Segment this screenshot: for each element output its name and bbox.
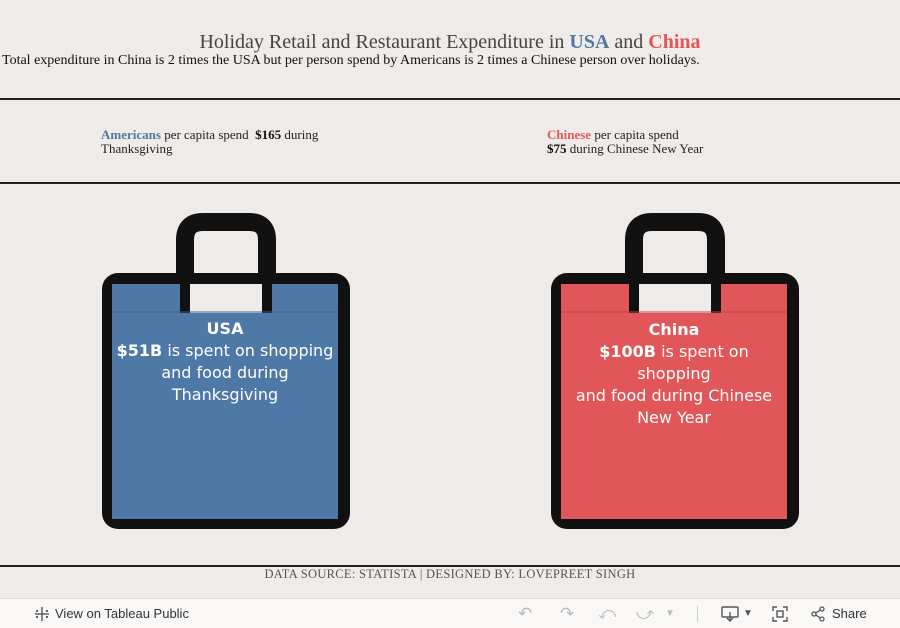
usa-bag-caption: USA $51B is spent on shopping and food d… bbox=[112, 318, 338, 406]
china-shopping-bag-icon bbox=[551, 213, 799, 529]
dashboard-header: Holiday Retail and Restaurant Expenditur… bbox=[0, 0, 900, 100]
revert-button[interactable]: ⤺ bbox=[598, 599, 616, 628]
forward-button[interactable]: ⤻ bbox=[636, 599, 654, 628]
title-china: China bbox=[648, 31, 701, 53]
usa-bag-line2: and food during bbox=[161, 363, 289, 382]
view-on-tableau-label: View on Tableau Public bbox=[55, 606, 189, 621]
tableau-toolbar: View on Tableau Public ↶ ↷ ⤺ ⤻ ▼ ▼ bbox=[0, 598, 900, 628]
china-per-capita-label: Chinese bbox=[547, 127, 592, 142]
chevron-down-icon: ▼ bbox=[665, 608, 675, 619]
redo-button[interactable]: ↷ bbox=[560, 599, 574, 628]
share-button[interactable]: Share bbox=[810, 599, 867, 628]
china-bag-amount: $100B bbox=[599, 342, 656, 361]
download-icon bbox=[721, 605, 739, 622]
fullscreen-button[interactable] bbox=[772, 599, 788, 628]
china-per-capita-holiday: during Chinese New Year bbox=[569, 141, 704, 156]
dashboard-subtitle: Total expenditure in China is 2 times th… bbox=[2, 53, 700, 68]
share-label: Share bbox=[832, 606, 867, 621]
china-per-capita: Chinese per capita spend $75 during Chin… bbox=[547, 128, 703, 156]
usa-per-capita-text: per capita spend bbox=[164, 127, 249, 142]
china-bag-line2: and food during Chinese bbox=[575, 386, 773, 405]
china-per-capita-text: per capita spend bbox=[594, 127, 679, 142]
per-capita-band: Americans per capita spend $165 during T… bbox=[0, 100, 900, 184]
title-usa: USA bbox=[569, 31, 610, 53]
view-on-tableau-button[interactable]: View on Tableau Public bbox=[34, 599, 189, 628]
usa-per-capita-amount: $165 bbox=[255, 127, 282, 142]
undo-button[interactable]: ↶ bbox=[518, 599, 532, 628]
dashboard-title: Holiday Retail and Restaurant Expenditur… bbox=[0, 31, 900, 54]
data-source-caption: DATA SOURCE: STATISTA | DESIGNED BY: LOV… bbox=[264, 567, 636, 581]
usa-per-capita-label: Americans bbox=[101, 127, 161, 142]
usa-per-capita: Americans per capita spend $165 during T… bbox=[101, 128, 318, 156]
bags-band: USA $51B is spent on shopping and food d… bbox=[0, 184, 900, 567]
toolbar-divider bbox=[697, 606, 698, 622]
usa-shopping-bag-icon bbox=[102, 213, 350, 529]
china-bag-fill bbox=[561, 284, 787, 519]
revert-icon: ⤺ bbox=[598, 603, 617, 623]
usa-bag-line1: is spent on shopping bbox=[167, 341, 334, 360]
title-prefix: Holiday Retail and Restaurant Expenditur… bbox=[199, 31, 565, 53]
download-button[interactable]: ▼ bbox=[721, 599, 753, 628]
redo-icon: ↷ bbox=[560, 603, 575, 623]
china-bag-line3: New Year bbox=[637, 408, 711, 427]
title-and: and bbox=[614, 31, 644, 53]
usa-per-capita-holiday: Thanksgiving bbox=[101, 141, 173, 156]
forward-icon: ⤻ bbox=[636, 603, 655, 623]
usa-bag-amount: $51B bbox=[116, 341, 163, 360]
china-per-capita-amount: $75 bbox=[547, 141, 567, 156]
undo-icon: ↶ bbox=[518, 603, 533, 623]
china-bag-caption: China $100B is spent on shopping and foo… bbox=[561, 319, 787, 429]
china-bag-line1: is spent on shopping bbox=[637, 342, 749, 383]
usa-bag-line3: Thanksgiving bbox=[171, 385, 279, 404]
download-chevron-icon: ▼ bbox=[743, 608, 753, 619]
usa-bag-title: USA bbox=[206, 319, 244, 338]
tableau-icon bbox=[35, 606, 49, 621]
china-bag-title: China bbox=[648, 320, 700, 339]
share-icon bbox=[811, 605, 825, 622]
history-dropdown[interactable]: ▼ bbox=[665, 599, 675, 628]
usa-per-capita-during: during bbox=[284, 127, 319, 142]
usa-bag-fill bbox=[112, 284, 338, 519]
fullscreen-icon bbox=[772, 605, 788, 622]
